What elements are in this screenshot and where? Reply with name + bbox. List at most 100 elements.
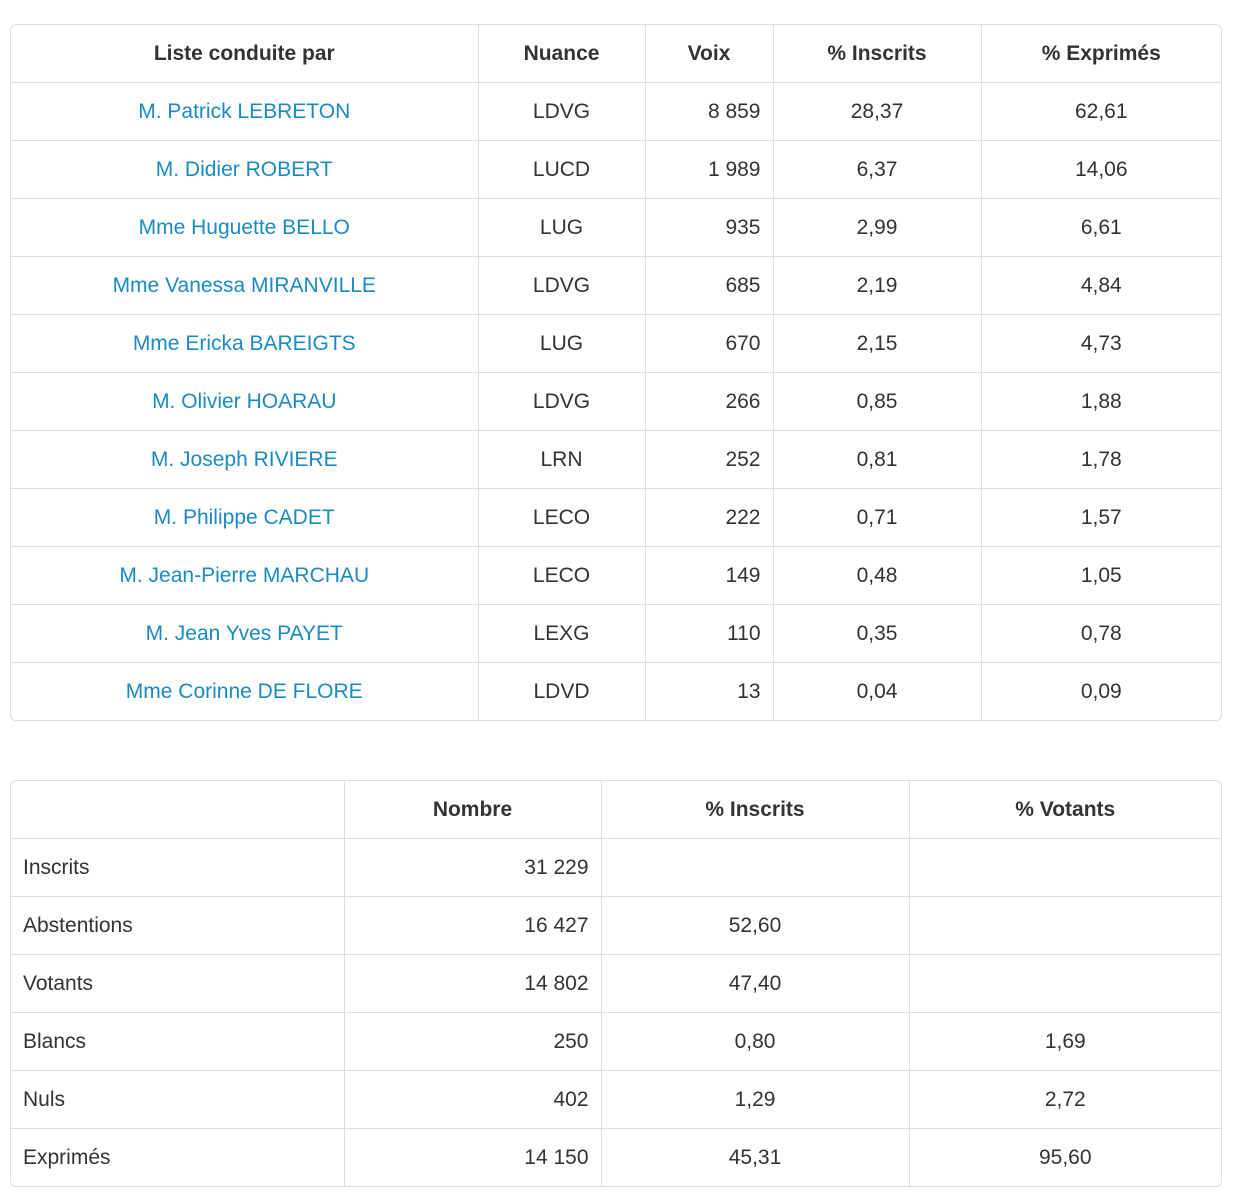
- header-pct-votants: % Votants: [909, 781, 1221, 839]
- label-cell: Nuls: [11, 1070, 345, 1129]
- header-pct-exprimes: % Exprimés: [981, 25, 1221, 83]
- candidate-link[interactable]: Mme Ericka BAREIGTS: [132, 331, 356, 355]
- nombre-cell: 14 150: [344, 1128, 602, 1186]
- pct-inscrits-cell: 2,15: [773, 314, 982, 373]
- table-row: M. Joseph RIVIERE LRN 252 0,81 1,78: [11, 430, 1221, 489]
- pct-exprimes-cell: 4,73: [981, 314, 1221, 373]
- table-row: M. Didier ROBERT LUCD 1 989 6,37 14,06: [11, 140, 1221, 199]
- candidate-link[interactable]: M. Jean-Pierre MARCHAU: [119, 563, 370, 587]
- table-row: M. Philippe CADET LECO 222 0,71 1,57: [11, 488, 1221, 547]
- voix-cell: 1 989: [645, 140, 774, 199]
- nuance-cell: LDVG: [478, 256, 646, 315]
- nuance-cell: LEXG: [478, 604, 646, 663]
- nuance-cell: LUG: [478, 198, 646, 257]
- table-row: Abstentions 16 427 52,60: [11, 896, 1221, 955]
- pct-exprimes-cell: 1,88: [981, 372, 1221, 431]
- candidate-cell: M. Joseph RIVIERE: [11, 430, 479, 489]
- candidate-link[interactable]: M. Didier ROBERT: [155, 157, 333, 181]
- candidate-link[interactable]: Mme Vanessa MIRANVILLE: [112, 273, 376, 297]
- results-header-row: Liste conduite par Nuance Voix % Inscrit…: [11, 25, 1221, 83]
- nombre-cell: 16 427: [344, 896, 602, 955]
- pct-inscrits-cell: 1,29: [601, 1070, 910, 1129]
- table-row: Nuls 402 1,29 2,72: [11, 1070, 1221, 1129]
- pct-inscrits-cell: 0,35: [773, 604, 982, 663]
- candidate-link[interactable]: M. Olivier HOARAU: [152, 389, 337, 413]
- table-row: M. Patrick LEBRETON LDVG 8 859 28,37 62,61: [11, 82, 1221, 141]
- pct-inscrits-cell: 52,60: [601, 896, 910, 955]
- table-row: Inscrits 31 229: [11, 838, 1221, 897]
- candidate-cell: M. Olivier HOARAU: [11, 372, 479, 431]
- table-row: Mme Corinne DE FLORE LDVD 13 0,04 0,09: [11, 662, 1221, 720]
- nuance-cell: LDVG: [478, 82, 646, 141]
- pct-exprimes-cell: 1,78: [981, 430, 1221, 489]
- label-cell: Votants: [11, 954, 345, 1013]
- header-pct-inscrits: % Inscrits: [773, 25, 982, 83]
- candidate-link[interactable]: Mme Corinne DE FLORE: [125, 679, 363, 703]
- nuance-cell: LECO: [478, 546, 646, 605]
- voix-cell: 149: [645, 546, 774, 605]
- pct-inscrits-cell: 47,40: [601, 954, 910, 1013]
- pct-votants-cell: 1,69: [909, 1012, 1221, 1071]
- voix-cell: 266: [645, 372, 774, 431]
- candidate-link[interactable]: M. Jean Yves PAYET: [145, 621, 343, 645]
- header-voix: Voix: [645, 25, 774, 83]
- pct-votants-cell: 95,60: [1038, 1145, 1092, 1169]
- pct-exprimes-cell: 62,61: [981, 82, 1221, 141]
- results-table: Liste conduite par Nuance Voix % Inscrit…: [10, 24, 1222, 721]
- voix-cell: 252: [645, 430, 774, 489]
- pct-inscrits-cell: 0,85: [773, 372, 982, 431]
- candidate-cell: Mme Vanessa MIRANVILLE: [11, 256, 479, 315]
- pct-exprimes-cell: 0,78: [981, 604, 1221, 663]
- nombre-cell: 402: [344, 1070, 602, 1129]
- pct-votants-cell: [909, 896, 1221, 955]
- header-nuance: Nuance: [478, 25, 646, 83]
- candidate-cell: M. Jean-Pierre MARCHAU: [11, 546, 479, 605]
- candidate-link[interactable]: Mme Huguette BELLO: [138, 215, 350, 239]
- pct-votants-cell: 2,72: [909, 1070, 1221, 1129]
- header-pct-inscrits: % Inscrits: [601, 781, 910, 839]
- candidate-cell: M. Patrick LEBRETON: [11, 82, 479, 141]
- voix-cell: 685: [645, 256, 774, 315]
- table-row: Blancs 250 0,80 1,69: [11, 1012, 1221, 1071]
- candidate-cell: M. Jean Yves PAYET: [11, 604, 479, 663]
- label-cell: Abstentions: [11, 896, 345, 955]
- candidate-link[interactable]: M. Patrick LEBRETON: [138, 99, 351, 123]
- candidate-cell: Mme Huguette BELLO: [11, 198, 479, 257]
- table-row: M. Jean Yves PAYET LEXG 110 0,35 0,78: [11, 604, 1221, 663]
- label-cell: Blancs: [11, 1012, 345, 1071]
- candidate-link[interactable]: M. Joseph RIVIERE: [150, 447, 338, 471]
- nombre-cell: 14 802: [344, 954, 602, 1013]
- pct-inscrits-cell: 0,80: [601, 1012, 910, 1071]
- pct-inscrits-cell: 0,48: [773, 546, 982, 605]
- summary-table: Nombre % Inscrits % Votants Inscrits 31 2…: [10, 780, 1222, 1187]
- pct-inscrits-cell: 2,19: [773, 256, 982, 315]
- header-liste: Liste conduite par: [11, 25, 479, 83]
- table-row: Mme Vanessa MIRANVILLE LDVG 685 2,19 4,84: [11, 256, 1221, 315]
- table-row: Mme Ericka BAREIGTS LUG 670 2,15 4,73: [11, 314, 1221, 373]
- candidate-cell: M. Philippe CADET: [11, 488, 479, 547]
- pct-exprimes-cell: 1,05: [981, 546, 1221, 605]
- table-row: Exprimés 14 150 45,31 95,60: [11, 1128, 1221, 1186]
- candidate-cell: Mme Corinne DE FLORE: [11, 662, 479, 720]
- nombre-cell: 31 229: [344, 838, 602, 897]
- pct-inscrits-cell: 28,37: [773, 82, 982, 141]
- pct-inscrits-cell: 6,37: [773, 140, 982, 199]
- table-row: M. Olivier HOARAU LDVG 266 0,85 1,88: [11, 372, 1221, 431]
- pct-exprimes-cell: 0,09: [1080, 679, 1122, 703]
- header-nombre: Nombre: [344, 781, 602, 839]
- pct-inscrits-cell: [601, 838, 910, 897]
- pct-votants-cell: [909, 838, 1221, 897]
- voix-cell: 110: [645, 604, 774, 663]
- nuance-cell: LRN: [478, 430, 646, 489]
- pct-inscrits-cell: 0,71: [773, 488, 982, 547]
- candidate-link[interactable]: M. Philippe CADET: [153, 505, 335, 529]
- nuance-cell: LDVG: [478, 372, 646, 431]
- nuance-cell: LUCD: [478, 140, 646, 199]
- nuance-cell: LDVD: [478, 662, 646, 720]
- nombre-cell: 250: [344, 1012, 602, 1071]
- voix-cell: 8 859: [645, 82, 774, 141]
- pct-inscrits-cell: 0,81: [773, 430, 982, 489]
- nuance-cell: LECO: [478, 488, 646, 547]
- candidate-cell: M. Didier ROBERT: [11, 140, 479, 199]
- table-row: M. Jean-Pierre MARCHAU LECO 149 0,48 1,05: [11, 546, 1221, 605]
